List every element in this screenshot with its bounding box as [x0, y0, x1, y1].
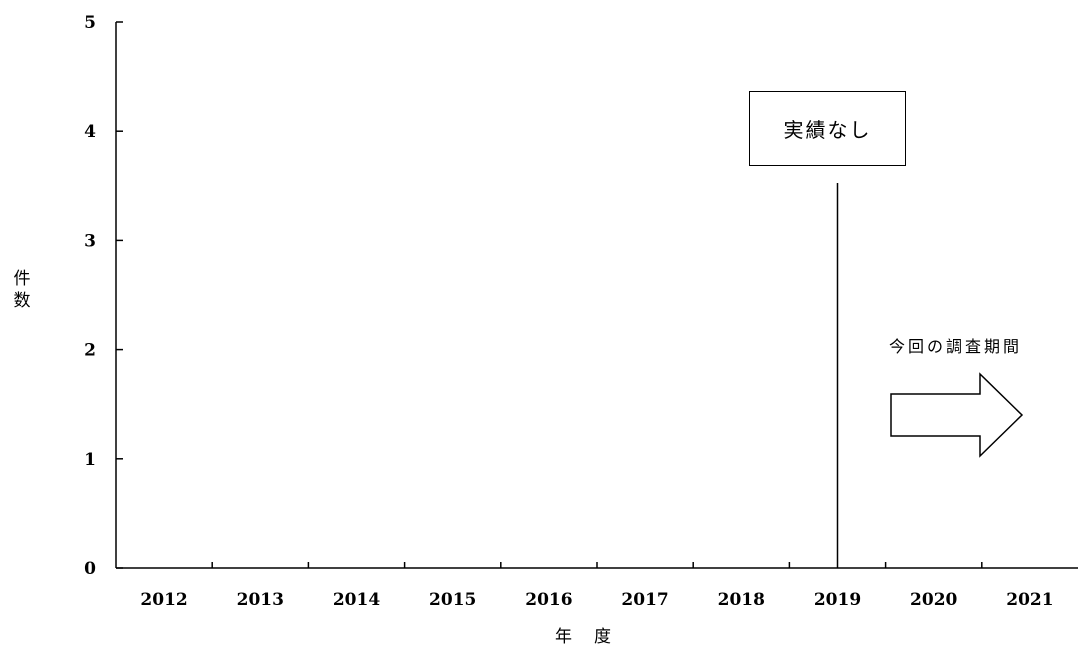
y-tick-label-3: 3: [84, 231, 96, 251]
x-tick-label-2013: 2013: [237, 590, 284, 610]
y-axis-label-char-1: 件: [13, 269, 31, 289]
y-tick-label-4: 4: [84, 122, 96, 142]
x-tick-label-2020: 2020: [910, 590, 957, 610]
y-tick-label-1: 1: [84, 450, 96, 470]
survey-period-arrow: [890, 372, 1024, 458]
no-results-note: 実績なし: [749, 91, 906, 166]
x-tick-label-2012: 2012: [140, 590, 187, 610]
survey-period-label: 今回の調査期間: [889, 337, 1023, 356]
x-tick-label-2019: 2019: [814, 590, 861, 610]
y-axis-label-char-2: 数: [13, 291, 31, 311]
y-tick-label-5: 5: [84, 13, 96, 33]
x-tick-label-2014: 2014: [333, 590, 380, 610]
x-tick-label-2018: 2018: [718, 590, 765, 610]
y-axis-label: 件 数: [10, 268, 34, 312]
y-tick-label-0: 0: [84, 559, 96, 579]
x-tick-label-2017: 2017: [621, 590, 668, 610]
x-tick-label-2015: 2015: [429, 590, 476, 610]
x-axis-label-char-1: 年: [555, 627, 572, 647]
x-axis-label-char-2: 度: [594, 627, 611, 647]
x-tick-label-2021: 2021: [1006, 590, 1053, 610]
x-tick-label-2016: 2016: [525, 590, 572, 610]
y-tick-label-2: 2: [84, 341, 96, 361]
x-axis-label: 年度: [533, 622, 633, 647]
